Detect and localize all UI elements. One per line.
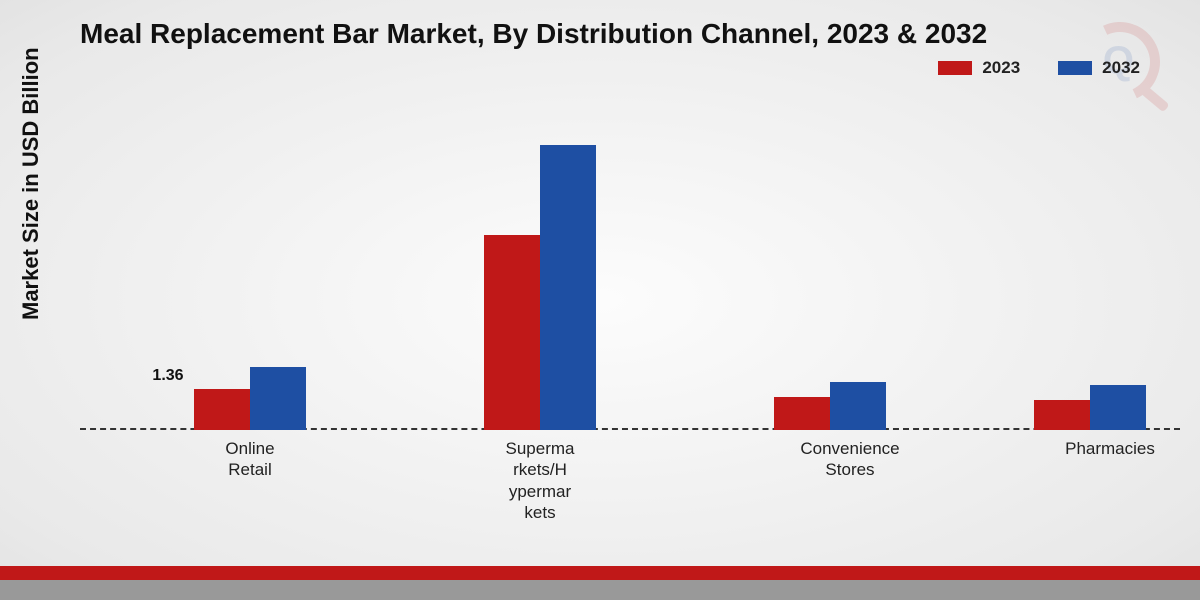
xlabel-online: Online Retail [200, 438, 300, 481]
legend-swatch-2023 [938, 61, 972, 75]
bar-group-super [430, 100, 650, 430]
bar-online-2032 [250, 367, 306, 430]
legend-item-2032: 2032 [1058, 58, 1140, 78]
chart-title: Meal Replacement Bar Market, By Distribu… [80, 18, 987, 50]
bar-group-conv [720, 100, 940, 430]
bar-conv-2032 [830, 382, 886, 430]
legend-label-2023: 2023 [982, 58, 1020, 78]
footer-red-bar [0, 566, 1200, 580]
chart-page: Q Meal Replacement Bar Market, By Distri… [0, 0, 1200, 600]
bar-group-pharm [980, 100, 1200, 430]
y-axis-label: Market Size in USD Billion [18, 47, 44, 320]
bar-super-2023 [484, 235, 540, 430]
legend-item-2023: 2023 [938, 58, 1020, 78]
bar-conv-2023 [774, 397, 830, 430]
legend-swatch-2032 [1058, 61, 1092, 75]
xlabel-conv: Convenience Stores [780, 438, 920, 481]
bar-pharm-2032 [1090, 385, 1146, 430]
legend-label-2032: 2032 [1102, 58, 1140, 78]
xlabel-super: Superma rkets/H ypermar kets [490, 438, 590, 523]
xlabel-pharm: Pharmacies [1040, 438, 1180, 459]
plot-area: 1.36 [80, 100, 1180, 430]
footer-underbar [0, 580, 1200, 600]
legend: 2023 2032 [938, 58, 1140, 78]
bar-super-2032 [540, 145, 596, 430]
bar-group-online: 1.36 [140, 100, 360, 430]
bar-pharm-2023 [1034, 400, 1090, 430]
value-label-online-2023: 1.36 [152, 367, 183, 385]
bar-online-2023 [194, 389, 250, 430]
